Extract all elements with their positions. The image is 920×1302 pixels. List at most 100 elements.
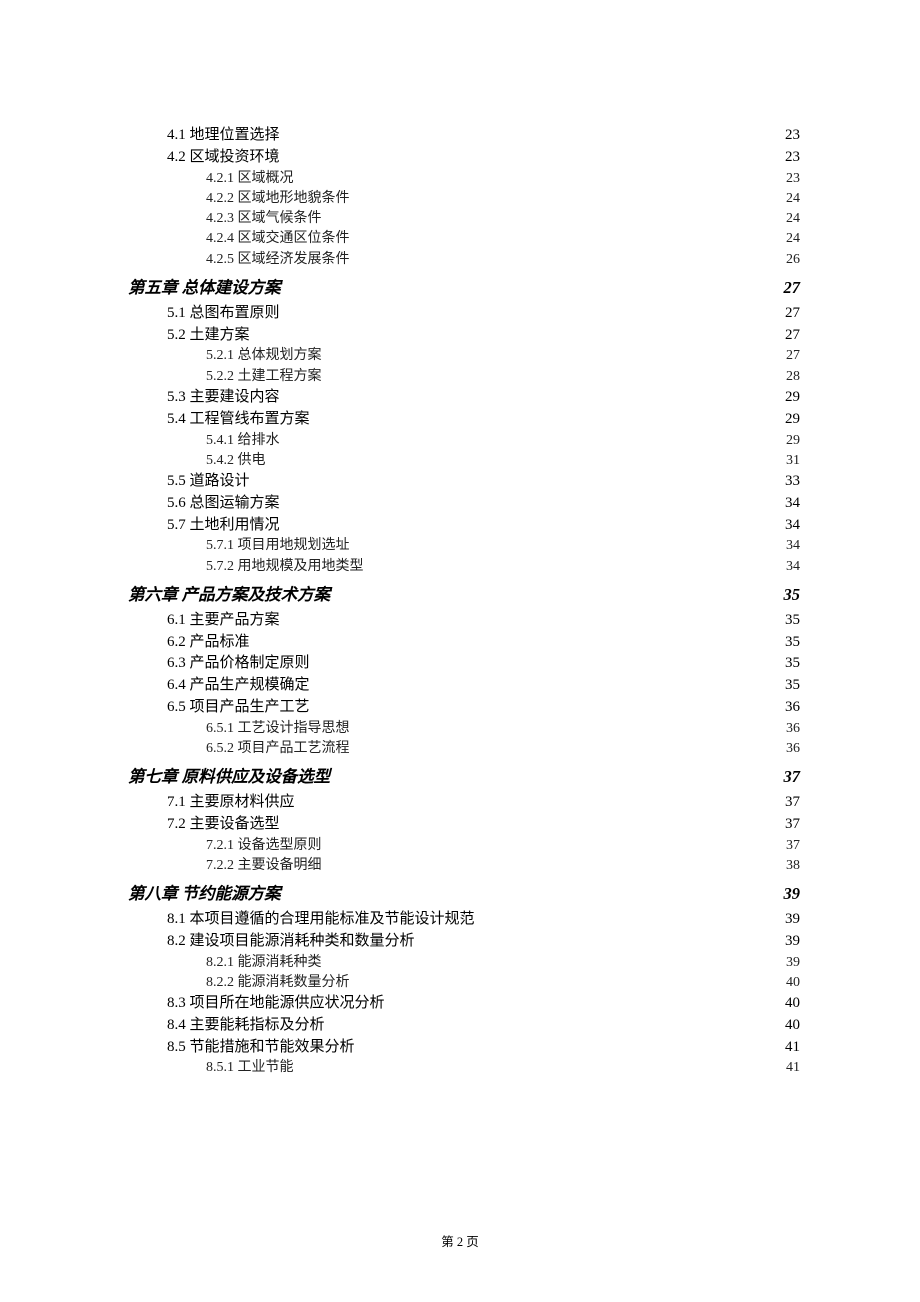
toc-entry-page: 24 [778,229,800,249]
toc-entry-subsection: 5.4.2 供电 31 [128,451,800,471]
toc-entry-title: 5.3 主要建设内容 [167,387,280,409]
toc-entry-subsection: 8.2.1 能源消耗种类 39 [128,953,800,973]
toc-entry-title: 5.4.2 供电 [206,451,266,471]
toc-entry-page: 31 [778,451,800,471]
toc-entry-title: 5.6 总图运输方案 [167,493,280,515]
toc-entry-subsection: 5.7.1 项目用地规划选址 34 [128,536,800,556]
toc-entry-page: 23 [778,125,800,147]
toc-entry-title: 6.3 产品价格制定原则 [167,653,310,675]
toc-entry-section: 7.1 主要原材料供应 37 [128,792,800,814]
toc-entry-section: 8.1 本项目遵循的合理用能标准及节能设计规范39 [128,909,800,931]
toc-entry-title: 5.7 土地利用情况 [167,515,280,537]
toc-entry-page: 40 [778,1015,800,1037]
toc-entry-page: 35 [778,610,800,632]
toc-entry-page: 40 [778,973,800,993]
toc-entry-title: 4.2.1 区域概况 [206,169,294,189]
toc-entry-page: 34 [778,536,800,556]
toc-entry-title: 5.1 总图布置原则 [167,303,280,325]
toc-entry-title: 8.1 本项目遵循的合理用能标准及节能设计规范 [167,909,475,931]
toc-entry-title: 4.2.2 区域地形地貌条件 [206,189,350,209]
toc-entry-subsection: 4.2.1 区域概况 23 [128,169,800,189]
toc-entry-section: 5.3 主要建设内容 29 [128,387,800,409]
toc-entry-section: 6.3 产品价格制定原则35 [128,653,800,675]
toc-entry-page: 41 [778,1058,800,1078]
toc-entry-subsection: 4.2.2 区域地形地貌条件 24 [128,189,800,209]
toc-entry-page: 29 [778,431,800,451]
toc-entry-section: 5.1 总图布置原则27 [128,303,800,325]
toc-entry-title: 5.2 土建方案 [167,325,250,347]
toc-entry-section: 5.4 工程管线布置方案29 [128,409,800,431]
toc-entry-page: 41 [778,1037,800,1059]
toc-entry-page: 34 [778,493,800,515]
toc-entry-title: 7.2 主要设备选型 [167,814,280,836]
toc-entry-section: 8.2 建设项目能源消耗种类和数量分析39 [128,931,800,953]
toc-entry-page: 39 [778,953,800,973]
toc-entry-section: 8.5 节能措施和节能效果分析 41 [128,1037,800,1059]
toc-entry-page: 38 [778,856,800,876]
toc-entry-title: 8.2 建设项目能源消耗种类和数量分析 [167,931,415,953]
toc-entry-title: 8.2.2 能源消耗数量分析 [206,973,350,993]
toc-entry-title: 第五章 总体建设方案 [128,276,281,300]
toc-entry-page: 33 [778,471,800,493]
toc-entry-title: 7.1 主要原材料供应 [167,792,295,814]
toc-entry-title: 8.5.1 工业节能 [206,1058,294,1078]
toc-entry-page: 37 [778,836,800,856]
toc-entry-page: 23 [778,169,800,189]
toc-entry-subsection: 4.2.3 区域气候条件24 [128,209,800,229]
toc-entry-title: 5.2.2 土建工程方案 [206,367,322,387]
toc-entry-section: 8.4 主要能耗指标及分析 40 [128,1015,800,1037]
table-of-contents: 4.1 地理位置选择234.2 区域投资环境234.2.1 区域概况234.2.… [128,125,800,1079]
toc-entry-section: 6.4 产品生产规模确定 35 [128,675,800,697]
toc-entry-chapter: 第八章 节约能源方案 39 [128,882,800,906]
toc-entry-page: 37 [778,792,800,814]
toc-entry-section: 5.2 土建方案27 [128,325,800,347]
toc-entry-page: 34 [778,557,800,577]
toc-entry-title: 6.5 项目产品生产工艺 [167,697,310,719]
toc-entry-section: 4.2 区域投资环境23 [128,147,800,169]
toc-entry-subsection: 4.2.4 区域交通区位条件 24 [128,229,800,249]
toc-entry-title: 8.5 节能措施和节能效果分析 [167,1037,355,1059]
toc-entry-page: 37 [778,814,800,836]
toc-entry-title: 7.2.2 主要设备明细 [206,856,322,876]
toc-entry-title: 第七章 原料供应及设备选型 [128,765,330,789]
toc-entry-title: 7.2.1 设备选型原则 [206,836,322,856]
toc-entry-title: 6.4 产品生产规模确定 [167,675,310,697]
toc-entry-title: 4.2.4 区域交通区位条件 [206,229,350,249]
toc-entry-title: 6.1 主要产品方案 [167,610,280,632]
toc-entry-subsection: 8.5.1 工业节能 41 [128,1058,800,1078]
toc-entry-page: 35 [778,632,800,654]
toc-entry-page: 35 [778,675,800,697]
toc-entry-title: 4.2.5 区域经济发展条件 [206,250,350,270]
toc-entry-subsection: 5.2.1 总体规划方案 27 [128,346,800,366]
toc-entry-section: 6.2 产品标准35 [128,632,800,654]
toc-entry-subsection: 6.5.1 工艺设计指导思想36 [128,719,800,739]
toc-entry-section: 6.5 项目产品生产工艺 36 [128,697,800,719]
toc-entry-page: 29 [778,409,800,431]
toc-entry-title: 第八章 节约能源方案 [128,882,281,906]
toc-entry-section: 6.1 主要产品方案 35 [128,610,800,632]
toc-entry-page: 27 [778,346,800,366]
toc-entry-title: 8.2.1 能源消耗种类 [206,953,322,973]
toc-entry-title: 5.2.1 总体规划方案 [206,346,322,366]
toc-entry-title: 第六章 产品方案及技术方案 [128,583,330,607]
toc-entry-title: 5.7.1 项目用地规划选址 [206,536,350,556]
toc-entry-page: 34 [778,515,800,537]
toc-entry-page: 29 [778,387,800,409]
toc-entry-section: 8.3 项目所在地能源供应状况分析40 [128,993,800,1015]
toc-entry-page: 37 [778,765,800,789]
toc-entry-title: 4.2 区域投资环境 [167,147,280,169]
page-footer: 第 2 页 [0,1231,920,1250]
toc-entry-title: 8.4 主要能耗指标及分析 [167,1015,325,1037]
toc-entry-chapter: 第七章 原料供应及设备选型 37 [128,765,800,789]
toc-entry-chapter: 第六章 产品方案及技术方案 35 [128,583,800,607]
toc-entry-page: 36 [778,719,800,739]
toc-entry-page: 36 [778,697,800,719]
toc-entry-page: 36 [778,739,800,759]
toc-entry-subsection: 5.2.2 土建工程方案28 [128,367,800,387]
toc-entry-page: 40 [778,993,800,1015]
toc-entry-section: 5.7 土地利用情况 34 [128,515,800,537]
toc-entry-page: 24 [778,189,800,209]
toc-entry-page: 35 [778,583,800,607]
toc-entry-page: 27 [778,276,800,300]
toc-entry-page: 39 [778,882,800,906]
